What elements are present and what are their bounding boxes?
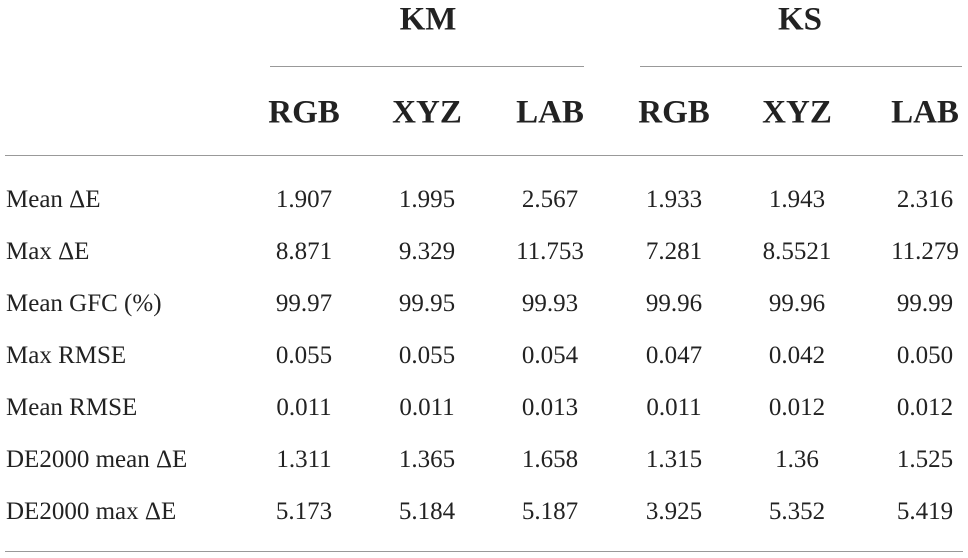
cell-value: 2.567 [521, 186, 579, 213]
column-header: RGB [638, 94, 710, 131]
cell-value: 0.012 [896, 394, 954, 421]
column-header: RGB [268, 94, 340, 131]
cell-value: 0.054 [521, 342, 579, 369]
cell-value: 99.95 [398, 290, 456, 317]
group-header: KS [777, 1, 823, 38]
bottom-rule [5, 551, 963, 552]
row-label: DE2000 mean ΔE [6, 446, 188, 473]
cell-value: 1.365 [398, 446, 456, 473]
column-header: XYZ [762, 94, 832, 131]
header-rule [5, 155, 963, 156]
cell-value: 7.281 [645, 238, 703, 265]
column-header: LAB [516, 94, 584, 131]
cell-value: 1.995 [398, 186, 456, 213]
row-label: Mean GFC (%) [6, 290, 162, 317]
cell-value: 5.187 [521, 498, 579, 525]
cell-value: 5.173 [275, 498, 333, 525]
cell-value: 11.753 [516, 238, 584, 265]
cell-value: 2.316 [896, 186, 954, 213]
row-label: Max RMSE [6, 342, 127, 369]
cell-value: 1.658 [521, 446, 579, 473]
cell-value: 1.315 [645, 446, 703, 473]
cell-value: 0.042 [768, 342, 826, 369]
cell-value: 1.933 [645, 186, 703, 213]
row-label: DE2000 max ΔE [6, 498, 177, 525]
cell-value: 3.925 [645, 498, 703, 525]
cell-value: 0.013 [521, 394, 579, 421]
cell-value: 1.943 [768, 186, 826, 213]
cell-value: 0.011 [646, 394, 702, 421]
cell-value: 1.525 [896, 446, 954, 473]
cell-value: 1.907 [275, 186, 333, 213]
cell-value: 11.279 [891, 238, 959, 265]
column-header: XYZ [392, 94, 462, 131]
cell-value: 0.050 [896, 342, 954, 369]
row-label: Max ΔE [6, 238, 90, 265]
cell-value: 0.055 [275, 342, 333, 369]
cell-value: 99.93 [521, 290, 579, 317]
cell-value: 99.96 [768, 290, 826, 317]
cell-value: 0.012 [768, 394, 826, 421]
cell-value: 8.5521 [762, 238, 832, 265]
cell-value: 0.047 [645, 342, 703, 369]
cell-value: 0.011 [276, 394, 332, 421]
cell-value: 1.36 [775, 446, 819, 473]
column-header: LAB [891, 94, 959, 131]
row-label: Mean ΔE [6, 186, 101, 213]
cell-value: 5.352 [768, 498, 826, 525]
row-label: Mean RMSE [6, 394, 138, 421]
cell-value: 1.311 [276, 446, 332, 473]
group-rule [640, 66, 962, 67]
group-rule [270, 66, 584, 67]
cell-value: 99.99 [896, 290, 954, 317]
cell-value: 99.96 [645, 290, 703, 317]
group-header: KM [399, 1, 457, 38]
cell-value: 9.329 [398, 238, 456, 265]
cell-value: 99.97 [275, 290, 333, 317]
cell-value: 0.011 [399, 394, 455, 421]
cell-value: 0.055 [398, 342, 456, 369]
cell-value: 5.419 [896, 498, 954, 525]
cell-value: 8.871 [275, 238, 333, 265]
cell-value: 5.184 [398, 498, 456, 525]
